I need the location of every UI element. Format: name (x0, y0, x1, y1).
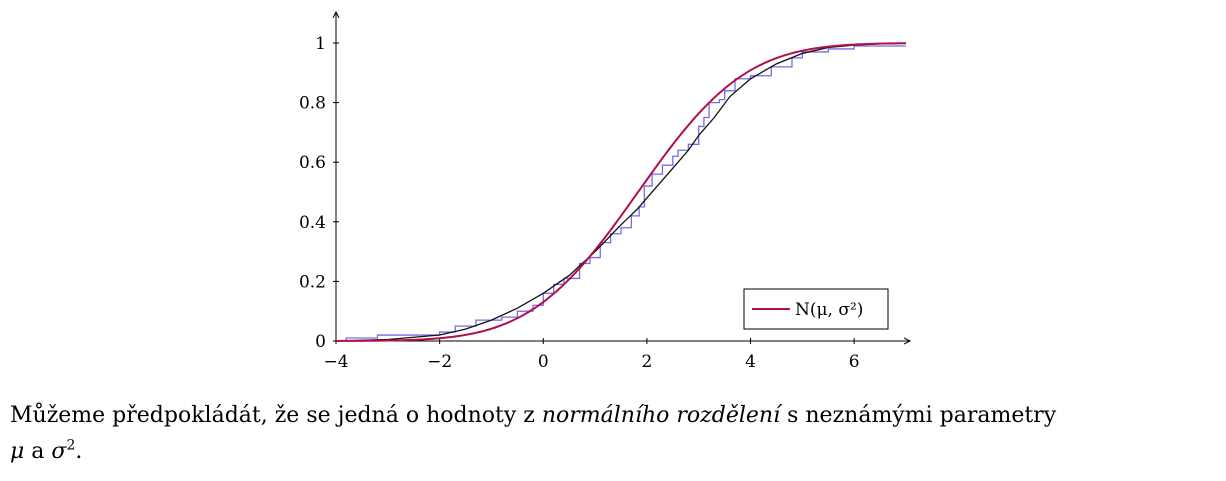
series-layer (335, 42, 907, 342)
ecdf-chart: −4 −2 0 2 4 6 0 0.2 0.4 0.6 0.8 1 N(μ, σ²) (299, 0, 1226, 372)
y-tick-label: 0.8 (299, 94, 326, 114)
mu-symbol: μ (10, 439, 25, 464)
paragraph-line-2: μ a σ2. (10, 434, 1210, 470)
legend: N(μ, σ²) (743, 288, 889, 330)
paragraph-text: Můžeme předpokládát, že se jedná o hodno… (10, 403, 542, 428)
series-smoothed (335, 42, 907, 342)
x-tick-label: 0 (538, 352, 549, 372)
superscript: 2 (66, 437, 76, 454)
body-paragraph: Můžeme předpokládát, že se jedná o hodno… (10, 398, 1210, 470)
x-tick-label: 6 (849, 352, 860, 372)
x-tick-label: −2 (427, 352, 452, 372)
sigma-symbol: σ (51, 439, 67, 464)
y-tick-label: 0.4 (299, 213, 326, 233)
axes (336, 12, 910, 341)
y-ticks: 0 0.2 0.4 0.6 0.8 1 (299, 34, 339, 352)
paragraph-text: a (24, 439, 52, 464)
y-tick-label: 0.2 (299, 272, 326, 292)
paragraph-text: s neznámými parametry (780, 403, 1057, 428)
y-tick-label: 1 (315, 34, 326, 54)
x-tick-label: 2 (641, 352, 652, 372)
y-tick-label: 0 (315, 332, 326, 352)
series-normal-cdf (335, 42, 907, 342)
x-ticks: −4 −2 0 2 4 6 (323, 338, 860, 372)
y-tick-label: 0.6 (299, 153, 326, 173)
series-empirical-step (336, 45, 906, 342)
x-tick-label: 4 (745, 352, 756, 372)
x-tick-label: −4 (323, 352, 348, 372)
emphasized-term: normálního rozdělení (541, 403, 781, 428)
paragraph-line-1: Můžeme předpokládát, že se jedná o hodno… (10, 398, 1210, 434)
paragraph-text: . (75, 439, 83, 464)
legend-label: N(μ, σ²) (795, 300, 863, 320)
